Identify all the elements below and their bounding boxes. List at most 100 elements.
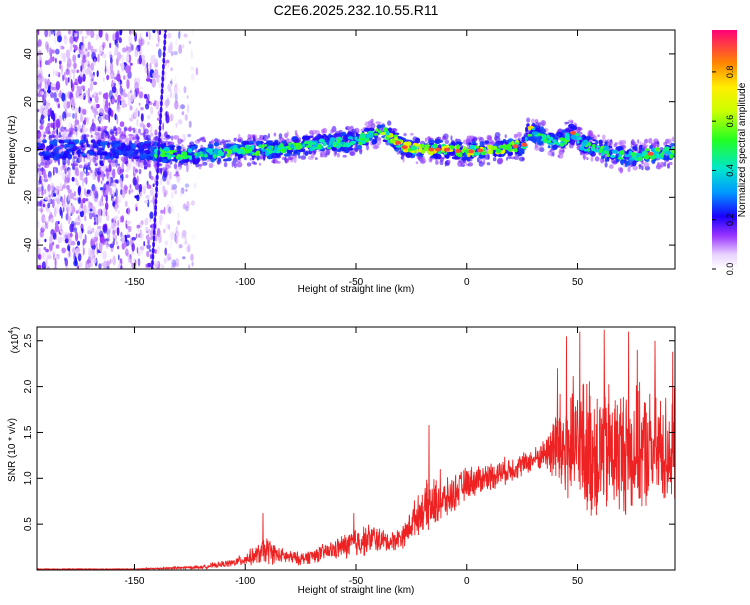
- spectrogram-cell: [111, 86, 117, 94]
- spectrogram-cell: [75, 180, 79, 186]
- spectrogram-cell: [41, 176, 44, 182]
- spectrogram-cell: [557, 153, 564, 159]
- spectrogram-cell: [613, 143, 617, 148]
- spectrogram-cell: [68, 169, 71, 179]
- spectrogram-cell: [73, 197, 77, 201]
- spectrogram-cell: [596, 145, 600, 149]
- spectrogram-cell: [443, 147, 450, 152]
- spectrogram-cell: [96, 70, 99, 78]
- spectrogram-cell: [100, 180, 103, 185]
- spectrogram-cell: [428, 151, 434, 156]
- spectrogram-cell: [174, 188, 178, 195]
- spectrogram-cell: [69, 223, 74, 233]
- spectrogram-cell: [40, 106, 44, 115]
- spectrogram-cell: [193, 158, 200, 165]
- spectrogram-cell: [183, 149, 186, 152]
- spectrogram-cell: [159, 106, 163, 113]
- spectrogram-cell: [561, 129, 566, 134]
- spectrogram-cell: [37, 92, 39, 97]
- spectrogram-cell: [115, 240, 118, 246]
- spectrogram-cell: [340, 146, 345, 152]
- spectrogram-cell: [103, 213, 105, 217]
- spectrogram-cell: [129, 254, 133, 265]
- spectrogram-cell: [97, 127, 101, 132]
- spectrogram-cell: [105, 202, 109, 211]
- spectrogram-cell: [78, 156, 83, 163]
- spectrogram-cell: [653, 141, 658, 148]
- spectrogram-cell: [150, 55, 155, 65]
- spectrogram-cell: [37, 76, 41, 85]
- spectrogram-cell: [134, 195, 139, 199]
- spectrogram-cell: [233, 137, 237, 142]
- spectrogram-cell: [186, 163, 189, 173]
- spectrogram-cell: [58, 170, 62, 176]
- spectrogram-cell: [86, 207, 91, 216]
- spectrogram-cell: [255, 150, 261, 155]
- spectrogram-cell: [237, 133, 241, 140]
- spectrogram-cell: [174, 100, 179, 110]
- spectrogram-cell: [98, 30, 103, 38]
- spectrogram-cell: [91, 237, 95, 241]
- spectrogram-cell: [85, 128, 89, 132]
- spectrogram-cell: [63, 72, 66, 81]
- spectrogram-cell: [204, 154, 208, 158]
- spectrogram-cell: [60, 142, 64, 146]
- spectrogram-cell: [314, 140, 318, 144]
- spectrogram-cell: [134, 51, 138, 58]
- spectrogram-cell: [311, 153, 315, 158]
- spectrogram-cell: [366, 132, 374, 138]
- spectrogram-cell: [86, 143, 90, 148]
- spectrogram-cell: [146, 184, 152, 190]
- spectrogram-cell: [226, 157, 232, 162]
- spectrogram-cell: [108, 108, 112, 116]
- spectrogram-cell: [45, 174, 48, 181]
- spectrogram-cell: [173, 173, 180, 177]
- spectrogram-cell: [265, 150, 270, 157]
- spectrogram-cell: [174, 92, 178, 103]
- spectrogram-ytick-label: 20: [23, 96, 34, 108]
- spectrogram-cell: [454, 148, 461, 153]
- spectrogram-cell: [67, 57, 72, 68]
- spectrogram-cell: [81, 35, 84, 44]
- spectrogram-cell: [58, 140, 63, 144]
- spectrogram-cell: [73, 259, 78, 267]
- spectrogram-cell: [111, 148, 115, 154]
- spectrogram-cell: [364, 121, 371, 127]
- spectrogram-cell: [40, 162, 45, 166]
- spectrogram-cell: [57, 103, 60, 109]
- spectrogram-cell: [113, 128, 117, 132]
- spectrogram-cell: [174, 159, 178, 163]
- spectrogram-cell: [82, 73, 86, 82]
- spectrogram-cell: [56, 97, 59, 103]
- spectrogram-cell: [37, 132, 42, 138]
- spectrogram-cell: [54, 70, 59, 76]
- spectrogram-cell: [154, 198, 158, 205]
- spectrogram-cell: [424, 137, 428, 143]
- spectrogram-cell: [154, 100, 157, 105]
- spectrogram-cell: [474, 145, 480, 149]
- spectrogram-cell: [78, 261, 83, 268]
- spectrogram-cell: [73, 71, 75, 81]
- spectrogram-cell: [43, 164, 50, 169]
- spectrogram-cell: [146, 250, 150, 258]
- spectrogram-cell: [66, 184, 70, 190]
- spectrogram-cell: [115, 188, 118, 198]
- spectrogram-cell: [103, 207, 106, 214]
- spectrogram-cell: [368, 127, 375, 132]
- spectrogram-cell: [177, 138, 183, 145]
- spectrogram-cell: [85, 47, 89, 54]
- spectrogram-cell: [184, 134, 186, 142]
- spectrogram-cell: [182, 256, 186, 260]
- spectrogram-cell: [512, 144, 519, 149]
- spectrogram-cell: [95, 229, 101, 233]
- spectrogram-cell: [157, 34, 160, 43]
- spectrogram-cell: [387, 127, 393, 132]
- spectrogram-cell: [114, 113, 117, 121]
- spectrogram-cell: [540, 120, 547, 126]
- spectrogram-cell: [111, 141, 115, 144]
- spectrogram-cell: [181, 151, 188, 157]
- spectrogram-cell: [131, 262, 134, 269]
- spectrogram-cell: [117, 166, 122, 176]
- spectrogram-cell: [585, 136, 592, 141]
- spectrogram-cell: [286, 131, 289, 137]
